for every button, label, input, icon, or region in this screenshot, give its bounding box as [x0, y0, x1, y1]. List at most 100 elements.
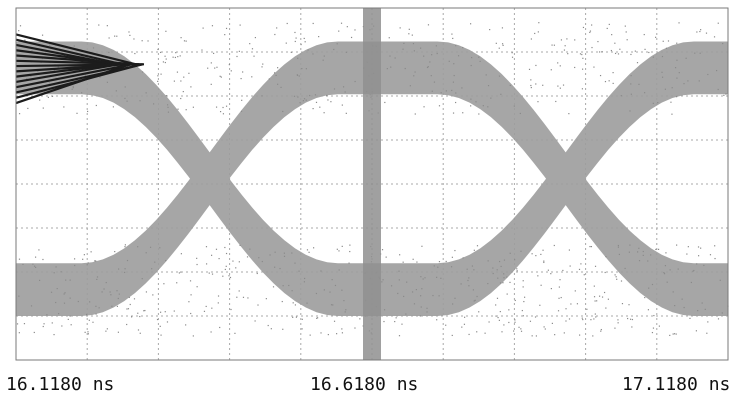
noise-sample [423, 55, 425, 57]
noise-sample [496, 297, 499, 299]
noise-sample [39, 99, 41, 101]
noise-sample [413, 303, 416, 305]
noise-sample [721, 312, 723, 314]
noise-sample [157, 75, 159, 77]
noise-sample [503, 277, 505, 279]
noise-sample [87, 262, 89, 264]
noise-sample [445, 324, 447, 326]
noise-sample [487, 85, 490, 87]
noise-sample [665, 47, 668, 49]
noise-sample [205, 305, 207, 308]
noise-sample [421, 245, 423, 247]
noise-sample [655, 248, 657, 251]
noise-sample [600, 328, 602, 331]
noise-sample [323, 112, 325, 114]
noise-sample [502, 44, 504, 47]
noise-sample [73, 258, 76, 260]
noise-sample [503, 273, 505, 275]
noise-sample [166, 104, 169, 106]
noise-sample [676, 77, 678, 79]
noise-sample [167, 106, 169, 108]
noise-sample [238, 50, 240, 52]
noise-sample [294, 304, 297, 306]
noise-sample [207, 67, 209, 69]
noise-sample [489, 29, 491, 31]
noise-sample [518, 326, 520, 328]
noise-sample [451, 334, 453, 337]
noise-sample [162, 61, 165, 63]
noise-sample [313, 247, 315, 249]
noise-sample [616, 278, 618, 280]
noise-sample [228, 64, 230, 66]
noise-sample [343, 300, 345, 302]
noise-sample [589, 245, 591, 248]
noise-sample [267, 324, 269, 327]
noise-sample [605, 307, 607, 309]
noise-sample [558, 286, 560, 288]
noise-sample [18, 113, 21, 115]
noise-sample [57, 66, 59, 68]
noise-sample [531, 253, 533, 255]
noise-sample [176, 71, 179, 73]
noise-sample [643, 33, 645, 36]
noise-sample [495, 304, 497, 306]
noise-sample [82, 56, 84, 58]
noise-sample [261, 95, 263, 97]
noise-sample [557, 85, 559, 87]
noise-sample [723, 94, 725, 96]
noise-sample [329, 291, 331, 293]
noise-sample [213, 52, 215, 55]
noise-sample [27, 107, 29, 110]
noise-sample [205, 263, 208, 265]
noise-sample [440, 92, 442, 94]
noise-sample [637, 251, 639, 253]
noise-sample [81, 92, 83, 94]
noise-sample [295, 37, 297, 39]
noise-sample [597, 40, 599, 43]
noise-sample [90, 251, 92, 253]
noise-sample [217, 295, 220, 297]
noise-sample [301, 328, 303, 330]
noise-sample [414, 71, 416, 73]
noise-sample [292, 302, 294, 304]
noise-sample [246, 256, 249, 258]
noise-sample [617, 244, 619, 247]
noise-sample [438, 105, 441, 107]
noise-sample [88, 319, 90, 321]
noise-sample [344, 311, 346, 313]
noise-sample [180, 97, 182, 100]
noise-sample [542, 249, 544, 251]
noise-sample [384, 101, 386, 104]
noise-sample [608, 23, 610, 26]
noise-sample [523, 300, 525, 303]
noise-sample [208, 272, 210, 274]
noise-sample [117, 268, 120, 270]
noise-sample [139, 332, 141, 334]
noise-sample [706, 332, 708, 334]
noise-sample [476, 331, 478, 333]
noise-sample [42, 325, 44, 328]
noise-sample [95, 104, 97, 107]
noise-sample [612, 72, 614, 74]
noise-sample [126, 323, 128, 326]
noise-sample [124, 244, 126, 246]
noise-sample [316, 317, 319, 319]
noise-sample [41, 34, 44, 36]
noise-sample [475, 101, 477, 103]
noise-sample [145, 291, 148, 293]
noise-sample [318, 36, 320, 38]
noise-sample [581, 68, 584, 70]
noise-sample [604, 271, 606, 274]
noise-sample [294, 31, 296, 34]
noise-sample [178, 272, 180, 274]
noise-sample [190, 294, 192, 296]
noise-sample [254, 36, 256, 39]
noise-sample [542, 84, 544, 86]
noise-sample [693, 269, 695, 272]
noise-sample [557, 310, 560, 312]
noise-sample [305, 99, 307, 101]
noise-sample [225, 265, 227, 267]
noise-sample [32, 263, 34, 265]
noise-sample [603, 291, 606, 294]
